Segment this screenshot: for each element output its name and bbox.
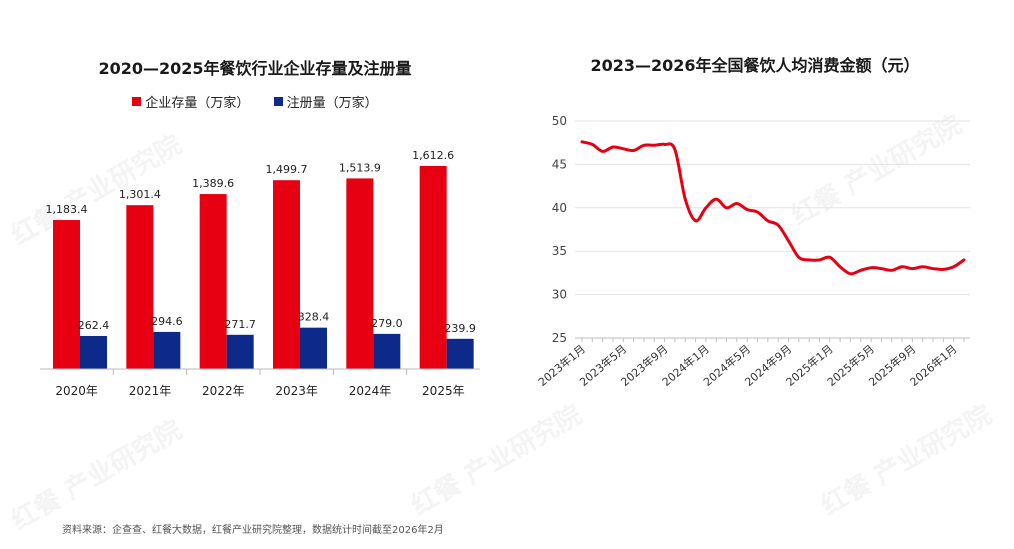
data-label-stock: 1,183.4 [46, 203, 88, 216]
bar-registrations [446, 338, 474, 369]
data-label-stock: 1,513.9 [339, 161, 381, 174]
legend-item-stock: 企业存量（万家） [132, 92, 249, 111]
bar-stock [126, 205, 154, 369]
legend-item-registrations: 注册量（万家） [273, 92, 378, 111]
y-tick-label: 35 [552, 244, 567, 258]
data-label-registrations: 279.0 [371, 317, 403, 330]
data-label-registrations: 271.7 [224, 318, 256, 331]
y-tick-label: 50 [552, 114, 567, 128]
line-chart-title: 2023—2026年全国餐饮人均消费金额（元） [590, 56, 920, 75]
data-label-registrations: 294.6 [151, 315, 183, 328]
data-label-stock: 1,301.4 [119, 188, 161, 201]
source-note: 资料来源：企查查、红餐大数据，红餐产业研究院整理，数据统计时间截至2026年2月 [62, 525, 444, 536]
bar-chart-title: 2020—2025年餐饮行业企业存量及注册量 [98, 59, 412, 78]
y-tick-label: 40 [552, 201, 567, 215]
x-tick-label: 2021年 [129, 384, 172, 398]
bar-chart-svg: 1,183.4 262.4 2020年 1,301.4 294.6 2021年 1,389.… [40, 149, 480, 398]
bar-stock [346, 178, 374, 369]
data-label-registrations: 239.9 [444, 322, 476, 335]
bar-stock [199, 194, 227, 369]
y-tick-label: 30 [552, 288, 567, 302]
bar-stock [273, 180, 300, 369]
bar-chart-legend: 企业存量（万家） 注册量（万家） [30, 92, 480, 111]
watermark: 红餐 产业研究院 [6, 414, 188, 537]
legend-label-stock: 企业存量（万家） [145, 96, 250, 111]
y-tick-label: 45 [552, 157, 567, 171]
legend-swatch-stock [132, 97, 142, 106]
line-chart-panel: 2023—2026年全国餐饮人均消费金额（元） 25 30 35 40 45 50 2023… [520, 40, 990, 420]
line-chart-svg: 2530354045502023年1月2023年5月2023年9月2024年1月… [535, 114, 970, 389]
series-line [580, 140, 966, 276]
data-label-stock: 1,389.6 [192, 177, 234, 190]
bar-chart-panel: 2020—2025年餐饮行业企业存量及注册量 企业存量（万家） 注册量（万家） … [30, 40, 480, 410]
x-tick-label: 2023年 [275, 384, 318, 398]
bar-registrations [373, 333, 401, 369]
data-label-stock: 1,499.7 [266, 163, 308, 176]
bar-stock [419, 166, 447, 369]
data-label-registrations: 262.4 [78, 319, 110, 332]
legend-swatch-registrations [273, 97, 283, 106]
bar-stock [53, 220, 80, 369]
bar-registrations [80, 335, 107, 369]
x-tick-label: 2025年 [422, 384, 465, 398]
bar-registrations [153, 331, 181, 369]
y-tick-label: 25 [552, 331, 567, 345]
x-tick-label: 2024年 [349, 384, 392, 398]
legend-label-registrations: 注册量（万家） [286, 96, 378, 111]
x-tick-label: 2020年 [55, 384, 98, 398]
data-label-stock: 1,612.6 [412, 149, 454, 162]
bar-registrations [226, 334, 254, 369]
data-label-registrations: 328.4 [298, 311, 330, 324]
x-tick-label: 2022年 [202, 384, 245, 398]
bar-registrations [300, 327, 327, 369]
